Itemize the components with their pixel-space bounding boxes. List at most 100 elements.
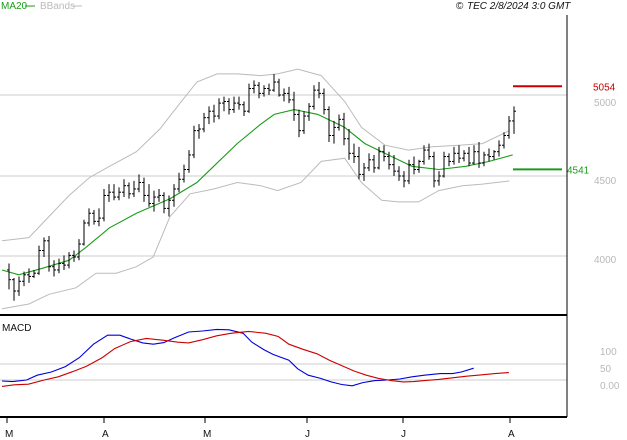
price-bar [207,106,211,125]
price-bar [427,143,431,160]
price-bar [307,103,311,121]
price-bar [247,83,251,113]
price-bar [277,78,281,97]
ma20-layer [1,109,513,276]
price-bar [492,150,496,160]
price-bar [227,98,231,115]
price-bar [487,148,491,162]
price-bar [392,154,396,176]
price-bar [397,166,401,181]
price-bar [32,269,36,279]
macd-tick-label: 100 [600,347,617,358]
price-bar [187,150,191,173]
price-bar [212,104,216,123]
month-label: A [102,429,109,440]
price-bar [192,125,196,159]
price-bars-layer [7,73,516,301]
ma20-line [1,109,513,276]
macd-tick-label: 50 [600,364,612,375]
price-bar [222,96,226,112]
macd-label: MACD [2,323,31,334]
price-bar [167,195,171,217]
price-bar [172,184,176,207]
price-bar [402,171,406,188]
price-bar [112,184,116,201]
price-bar [452,146,456,165]
price-bar [82,219,86,246]
price-tick-label: 4500 [594,176,617,187]
price-bar [92,210,96,225]
price-bar [467,146,471,167]
bband-lower-line [1,157,510,310]
price-bar [477,141,481,168]
legend-bbands: BBands [40,1,75,12]
price-bar [267,83,271,95]
price-bar [102,188,106,222]
price-bar [157,188,161,202]
price-bar [442,151,446,178]
resistance-level-label: 5054 [593,82,616,93]
price-bar [132,180,136,198]
price-bar [152,190,156,212]
price-bar [257,82,261,99]
support-level-label: 4541 [567,165,590,176]
price-bar [297,109,301,138]
signal-line [1,330,509,387]
price-bar [142,177,146,202]
price-bar [237,96,241,110]
price-bar [37,245,41,275]
price-bar [22,271,26,287]
price-bar [122,179,126,198]
price-bar [117,187,121,201]
price-bar [137,174,141,193]
month-label: M [203,429,211,440]
price-bar [472,145,476,165]
price-bar [97,208,101,227]
price-bar [387,151,391,170]
legend-ma20: MA20 [1,1,28,12]
price-bar [312,85,316,110]
price-bar [507,116,511,139]
bbands-layer [1,68,510,310]
price-bar [302,111,306,134]
price-bar [107,184,111,202]
price-bar [422,145,426,165]
price-bar [347,129,351,160]
price-bar [367,153,371,172]
price-bar [437,171,441,186]
price-bar [447,153,451,167]
price-bar [292,91,296,121]
price-bar [87,208,91,227]
price-bar [57,258,61,274]
price-bar [262,85,266,97]
price-bar [352,143,356,164]
price-bar [182,164,186,183]
macd-line [1,328,474,387]
price-bar [232,96,236,113]
price-bar [512,106,516,134]
price-tick-label: 5000 [594,98,617,109]
price-bar [482,151,486,167]
price-bar [62,255,66,270]
price-bar [272,73,276,92]
price-bar [52,260,56,277]
price-bar [457,145,461,164]
price-panel: 5000 4500 4000 5054 4541 [0,68,617,310]
price-bar [357,146,361,180]
macd-tick-label: 0.00 [600,381,620,392]
price-bar [12,278,16,301]
timestamp: TEC 2/8/2024 3:0 GMT [467,1,571,12]
month-label: J [305,429,310,440]
price-bar [127,182,131,199]
price-bar [497,140,501,157]
copyright-icon: © [456,1,464,12]
price-bar [462,150,466,162]
bband-upper-line [1,68,510,242]
price-bar [327,106,331,142]
macd-panel: MACD 100 50 0.00 [0,323,620,392]
price-bar [47,235,51,272]
price-bar [287,86,291,104]
price-bar [77,239,81,261]
price-bar [382,145,386,162]
